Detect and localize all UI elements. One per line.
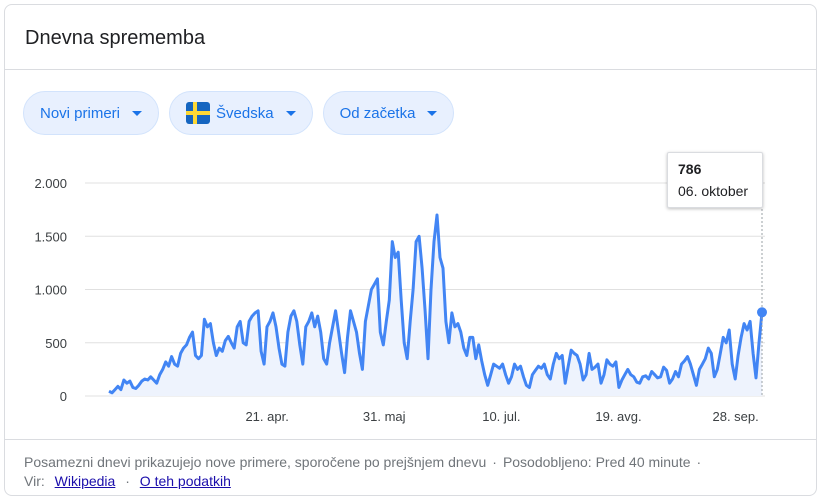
y-tick-label: 500 [45,336,67,351]
x-tick-label: 19. avg. [595,409,641,424]
wikipedia-link[interactable]: Wikipedia [54,473,116,489]
footer-updated: Posodobljeno: Pred 40 minute [502,454,691,470]
period-dropdown-label: Od začetka [339,104,416,122]
y-tick-label: 2.000 [34,176,67,191]
footer-line-1: Posamezni dnevi prikazujejo nove primere… [24,454,702,470]
y-tick-label: 1.000 [34,283,67,298]
footer-line-2: Vir: Wikipedia · O teh podatkih [24,473,231,489]
country-dropdown-label: Švedska [216,104,274,122]
about-data-link[interactable]: O teh podatkih [139,473,231,489]
card-title: Dnevna sprememba [25,27,206,49]
x-tick-label: 10. jul. [482,409,520,424]
x-tick-label: 31. maj [363,409,406,424]
period-dropdown[interactable]: Od začetka [322,91,455,135]
series-line [108,213,764,395]
y-tick-label: 1.500 [34,229,67,244]
y-tick-label: 0 [60,389,67,404]
chart-area[interactable]: 0 500 1.000 1.500 2.000 21. apr. 31. maj 10. ju… [5,145,818,435]
caret-down-icon [427,110,438,116]
metric-dropdown-label: Novi primeri [40,104,121,122]
footer-note: Posamezni dnevi prikazujejo nove primere… [24,454,487,470]
daily-change-card: Dnevna sprememba Novi primeri Švedska Od… [4,4,817,496]
tooltip-value: 786 [678,161,702,177]
tooltip-date: 06. oktober [678,183,749,199]
card-footer: Posamezni dnevi prikazujejo nove primere… [5,439,816,491]
metric-dropdown[interactable]: Novi primeri [23,91,160,135]
filter-bar: Novi primeri Švedska Od začetka [23,91,455,135]
chart-tooltip: 786 06. oktober [667,152,763,208]
caret-down-icon [285,110,296,116]
series-area-fill [109,215,762,396]
source-label: Vir: [24,473,45,489]
hover-point [757,307,767,318]
sweden-flag-icon [186,102,211,124]
x-tick-label: 21. apr. [245,409,288,424]
country-dropdown[interactable]: Švedska [169,91,313,135]
card-header: Dnevna sprememba [5,5,816,70]
caret-down-icon [132,110,143,116]
daily-cases-line-chart[interactable]: 0 500 1.000 1.500 2.000 21. apr. 31. maj 10. ju… [5,145,818,435]
x-tick-label: 28. sep. [713,409,759,424]
